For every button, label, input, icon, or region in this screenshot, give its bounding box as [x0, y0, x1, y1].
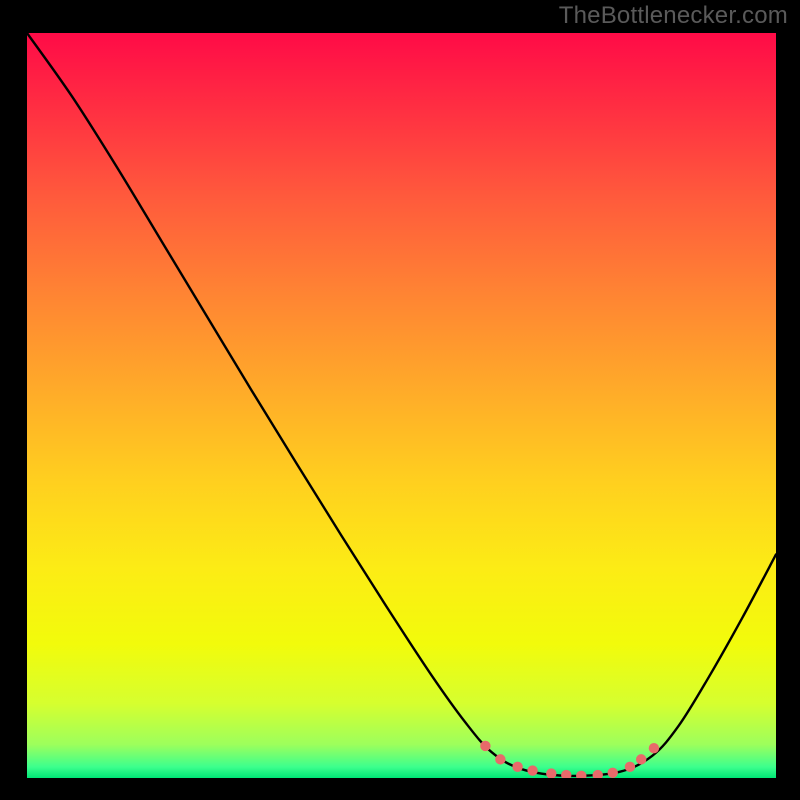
- marker-point: [576, 771, 586, 778]
- marker-point: [546, 768, 556, 778]
- watermark-text: TheBottlenecker.com: [559, 2, 788, 30]
- marker-point: [495, 754, 505, 764]
- marker-point: [625, 762, 635, 772]
- chart-container: TheBottlenecker.com: [0, 0, 800, 800]
- marker-point: [593, 770, 603, 778]
- bottleneck-curve: [27, 33, 776, 776]
- marker-point: [649, 743, 659, 753]
- marker-point: [527, 765, 537, 775]
- marker-point: [608, 768, 618, 778]
- plot-overlay: [27, 33, 776, 778]
- marker-point: [512, 762, 522, 772]
- optimal-range-markers: [480, 741, 659, 778]
- marker-point: [480, 741, 490, 751]
- plot-area: [27, 33, 776, 778]
- marker-point: [636, 754, 646, 764]
- marker-point: [561, 770, 571, 778]
